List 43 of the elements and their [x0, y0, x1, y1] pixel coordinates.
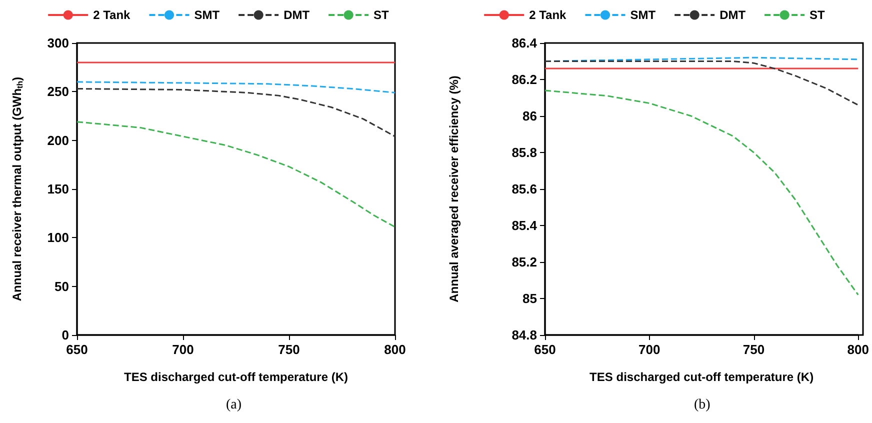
y-axis-title: Annual receiver thermal output (GWhth) — [10, 76, 24, 302]
line-series — [76, 121, 396, 228]
y-tick-label: 86 — [522, 108, 537, 124]
y-tick-label: 300 — [47, 36, 69, 50]
x-tick-label: 750 — [742, 342, 765, 357]
legend-label: SMT — [194, 8, 220, 22]
y-tick-label: 85.2 — [512, 254, 537, 270]
y-tick-label: 0 — [62, 328, 69, 342]
x-tick-label: 750 — [278, 342, 300, 357]
legend-label: DMT — [284, 8, 310, 22]
x-tick-label: 650 — [66, 342, 88, 357]
y-tick-label: 85.6 — [512, 182, 537, 196]
legend-label: ST — [374, 8, 390, 22]
y-tick-label: 50 — [54, 278, 69, 294]
y-tick-label: 100 — [47, 230, 69, 246]
x-tick-label: 800 — [384, 342, 406, 357]
y-tick-label: 85.4 — [512, 218, 538, 233]
y-tick-label: 200 — [47, 132, 69, 148]
line-series — [76, 81, 396, 94]
legend-label: 2 Tank — [93, 8, 131, 22]
y-axis-title: Annual averaged receiver efficiency (%) — [447, 76, 461, 302]
line-series — [544, 90, 859, 296]
x-tick-label: 650 — [534, 342, 556, 357]
x-tick-label: 700 — [172, 342, 194, 357]
y-tick-label: 250 — [47, 84, 69, 100]
text: (a) — [226, 398, 242, 412]
line-series — [76, 88, 396, 138]
y-tick-label: 85 — [522, 291, 537, 306]
legend-label: SMT — [630, 8, 656, 22]
legend-label: 2 Tank — [529, 8, 567, 22]
legend-label: DMT — [720, 8, 746, 22]
y-tick-label: 86.2 — [512, 72, 537, 87]
y-tick-label: 85.8 — [512, 145, 537, 160]
text: (b) — [694, 398, 711, 412]
y-tick-label: 86.4 — [512, 36, 538, 50]
line-series — [544, 60, 859, 106]
y-tick-label: 150 — [47, 182, 69, 196]
x-axis-title: TES discharged cut-off temperature (K) — [590, 370, 814, 384]
legend-label: ST — [810, 8, 826, 22]
x-tick-label: 800 — [847, 342, 870, 357]
x-axis-title: TES discharged cut-off temperature (K) — [124, 370, 348, 384]
x-tick-label: 700 — [638, 342, 660, 357]
y-tick-label: 84.8 — [512, 328, 537, 342]
